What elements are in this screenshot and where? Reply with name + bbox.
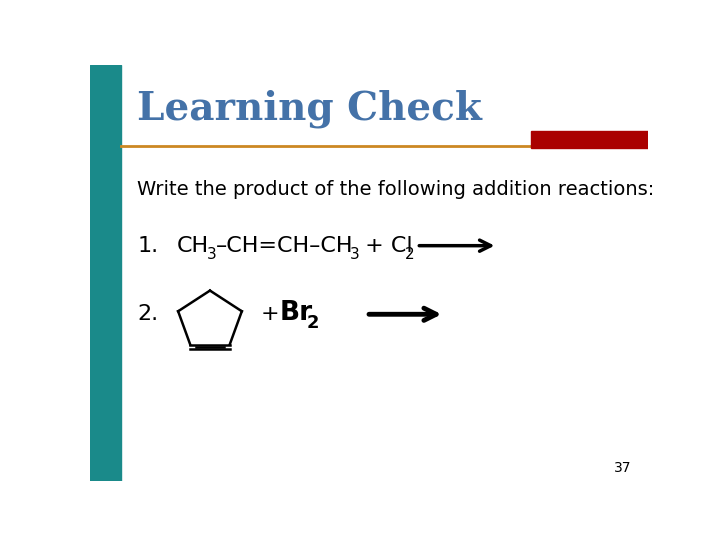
Text: 3: 3	[207, 247, 217, 262]
Bar	[90, 65, 121, 481]
Text: +: +	[260, 304, 279, 325]
Text: 2: 2	[307, 314, 319, 332]
Text: Learning Check: Learning Check	[138, 89, 482, 127]
Text: Write the product of the following addition reactions:: Write the product of the following addit…	[138, 180, 654, 199]
Text: 3: 3	[349, 247, 359, 262]
Text: 2: 2	[405, 247, 415, 262]
Text: 2.: 2.	[138, 304, 158, 325]
Text: –CH=CH–CH: –CH=CH–CH	[215, 235, 353, 255]
Text: Br: Br	[280, 300, 313, 327]
Text: + Cl: + Cl	[358, 235, 413, 255]
Text: CH: CH	[176, 235, 209, 255]
Text: 37: 37	[613, 461, 631, 475]
Text: 1.: 1.	[138, 235, 158, 255]
Bar	[531, 131, 648, 148]
